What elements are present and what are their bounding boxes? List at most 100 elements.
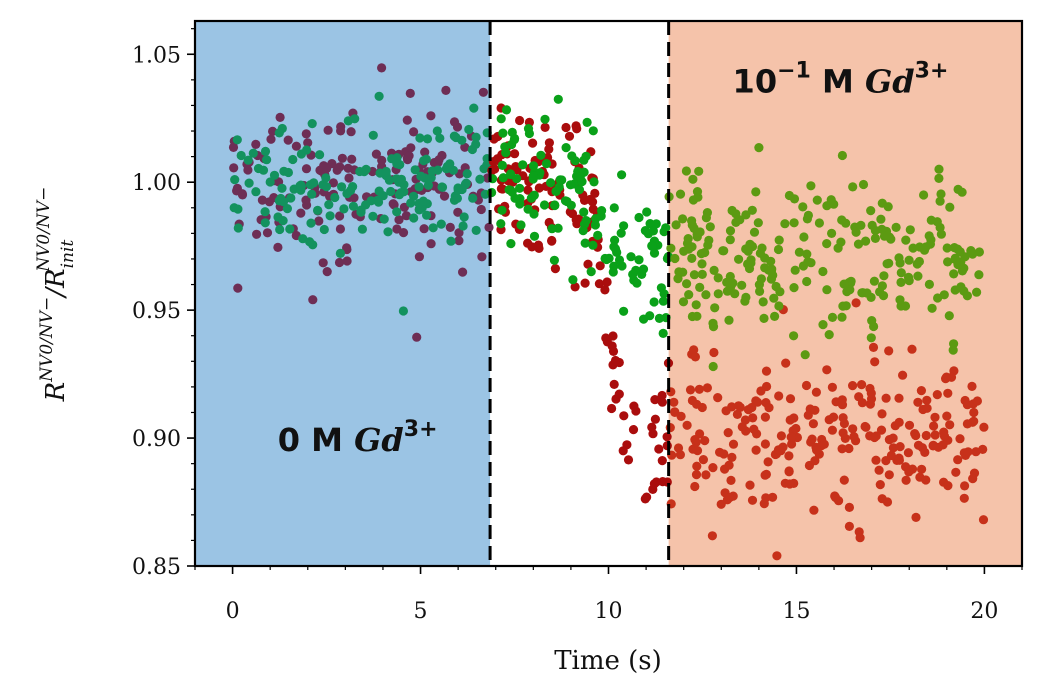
point-sensor-0.1M — [737, 280, 747, 290]
point-control-0M — [454, 228, 464, 238]
point-control-transition — [654, 444, 664, 454]
point-control-0.1M — [700, 436, 710, 446]
point-control-0.1M — [943, 388, 953, 398]
point-control-0M — [301, 164, 312, 174]
point-sensor-0.1M — [903, 272, 914, 282]
point-control-0.1M — [971, 447, 981, 457]
point-control-0M — [262, 228, 273, 238]
point-control-0.1M — [939, 431, 950, 441]
point-control-0.1M — [734, 401, 744, 411]
point-sensor-0.1M — [700, 247, 710, 258]
point-sensor-transition — [591, 214, 601, 224]
point-sensor-0.1M — [962, 291, 973, 301]
point-control-0.1M — [673, 443, 684, 453]
point-control-transition — [523, 185, 533, 195]
annotation-0.1M-species: Gd — [865, 63, 915, 101]
point-sensor-0M — [409, 213, 419, 223]
point-sensor-0.1M — [682, 279, 692, 289]
point-sensor-0M — [278, 216, 288, 226]
point-sensor-0.1M — [818, 320, 828, 330]
point-sensor-0M — [469, 103, 479, 113]
point-sensor-0M — [321, 182, 332, 192]
point-control-0M — [342, 256, 352, 266]
point-control-0.1M — [785, 394, 796, 404]
point-control-0M — [478, 87, 488, 97]
point-sensor-transition — [658, 296, 669, 306]
data-points — [228, 63, 989, 561]
point-control-0M — [454, 236, 464, 246]
point-control-0.1M — [960, 481, 970, 491]
point-control-transition — [649, 479, 660, 489]
annotation-0.1M: 10−1 M Gd3+ — [733, 59, 949, 101]
point-control-0.1M — [685, 385, 696, 395]
point-sensor-0.1M — [794, 247, 805, 257]
point-control-0.1M — [773, 445, 784, 455]
point-sensor-0M — [418, 196, 428, 206]
point-control-0.1M — [837, 395, 847, 405]
point-control-0.1M — [894, 393, 904, 403]
x-tick-label: 5 — [414, 599, 428, 624]
point-sensor-0M — [384, 175, 394, 185]
point-sensor-0M — [330, 192, 340, 203]
point-control-0M — [257, 195, 267, 205]
x-tick-label: 15 — [782, 599, 810, 624]
point-control-0.1M — [871, 455, 881, 465]
point-sensor-0M — [475, 174, 485, 184]
point-sensor-0.1M — [806, 258, 816, 268]
point-control-0.1M — [748, 413, 758, 423]
point-control-0M — [405, 88, 415, 98]
point-sensor-0.1M — [814, 218, 825, 228]
point-sensor-0.1M — [687, 253, 697, 263]
point-sensor-0.1M — [876, 214, 886, 224]
point-sensor-transition — [496, 219, 506, 229]
point-control-0.1M — [760, 412, 771, 422]
point-control-0.1M — [801, 380, 812, 391]
point-sensor-0.1M — [678, 267, 688, 277]
y-title-sup1: NV0/NV− — [37, 297, 57, 383]
point-control-0.1M — [665, 423, 675, 433]
point-sensor-0.1M — [960, 252, 970, 262]
point-control-0.1M — [945, 420, 955, 430]
point-sensor-0.1M — [900, 301, 911, 311]
point-sensor-0.1M — [708, 361, 718, 372]
point-sensor-0.1M — [915, 242, 925, 252]
point-sensor-transition — [497, 205, 507, 215]
point-sensor-0M — [406, 198, 416, 208]
point-sensor-transition — [648, 226, 659, 236]
point-sensor-0.1M — [949, 269, 959, 279]
point-sensor-transition — [632, 278, 642, 288]
point-sensor-0.1M — [802, 276, 812, 287]
point-sensor-0M — [464, 124, 474, 135]
point-control-0.1M — [803, 410, 813, 420]
point-control-0.1M — [911, 512, 921, 523]
point-sensor-0M — [383, 227, 393, 237]
point-sensor-transition — [546, 178, 556, 188]
point-control-0.1M — [810, 456, 820, 466]
point-sensor-0.1M — [703, 240, 713, 250]
point-sensor-0.1M — [802, 249, 812, 259]
point-sensor-0M — [381, 166, 391, 177]
point-sensor-0M — [253, 163, 264, 174]
point-sensor-0.1M — [678, 297, 689, 307]
point-sensor-0.1M — [822, 285, 832, 295]
point-control-0.1M — [917, 443, 928, 453]
point-sensor-0M — [321, 173, 331, 183]
point-control-transition — [588, 197, 598, 207]
point-control-0M — [283, 135, 293, 145]
point-sensor-0M — [374, 91, 384, 101]
point-sensor-0M — [260, 218, 270, 228]
point-sensor-transition — [561, 143, 571, 153]
point-control-0.1M — [848, 381, 858, 391]
point-sensor-0M — [432, 126, 442, 136]
point-sensor-0M — [379, 214, 389, 224]
point-sensor-transition — [501, 148, 511, 158]
point-sensor-0.1M — [695, 282, 705, 292]
point-sensor-0M — [233, 223, 243, 233]
point-control-0.1M — [724, 460, 734, 470]
point-control-0.1M — [760, 439, 771, 449]
point-sensor-0M — [462, 169, 472, 179]
point-control-0M — [414, 252, 424, 262]
point-sensor-0M — [446, 236, 456, 246]
point-control-0.1M — [848, 424, 858, 434]
point-control-0.1M — [822, 365, 832, 375]
